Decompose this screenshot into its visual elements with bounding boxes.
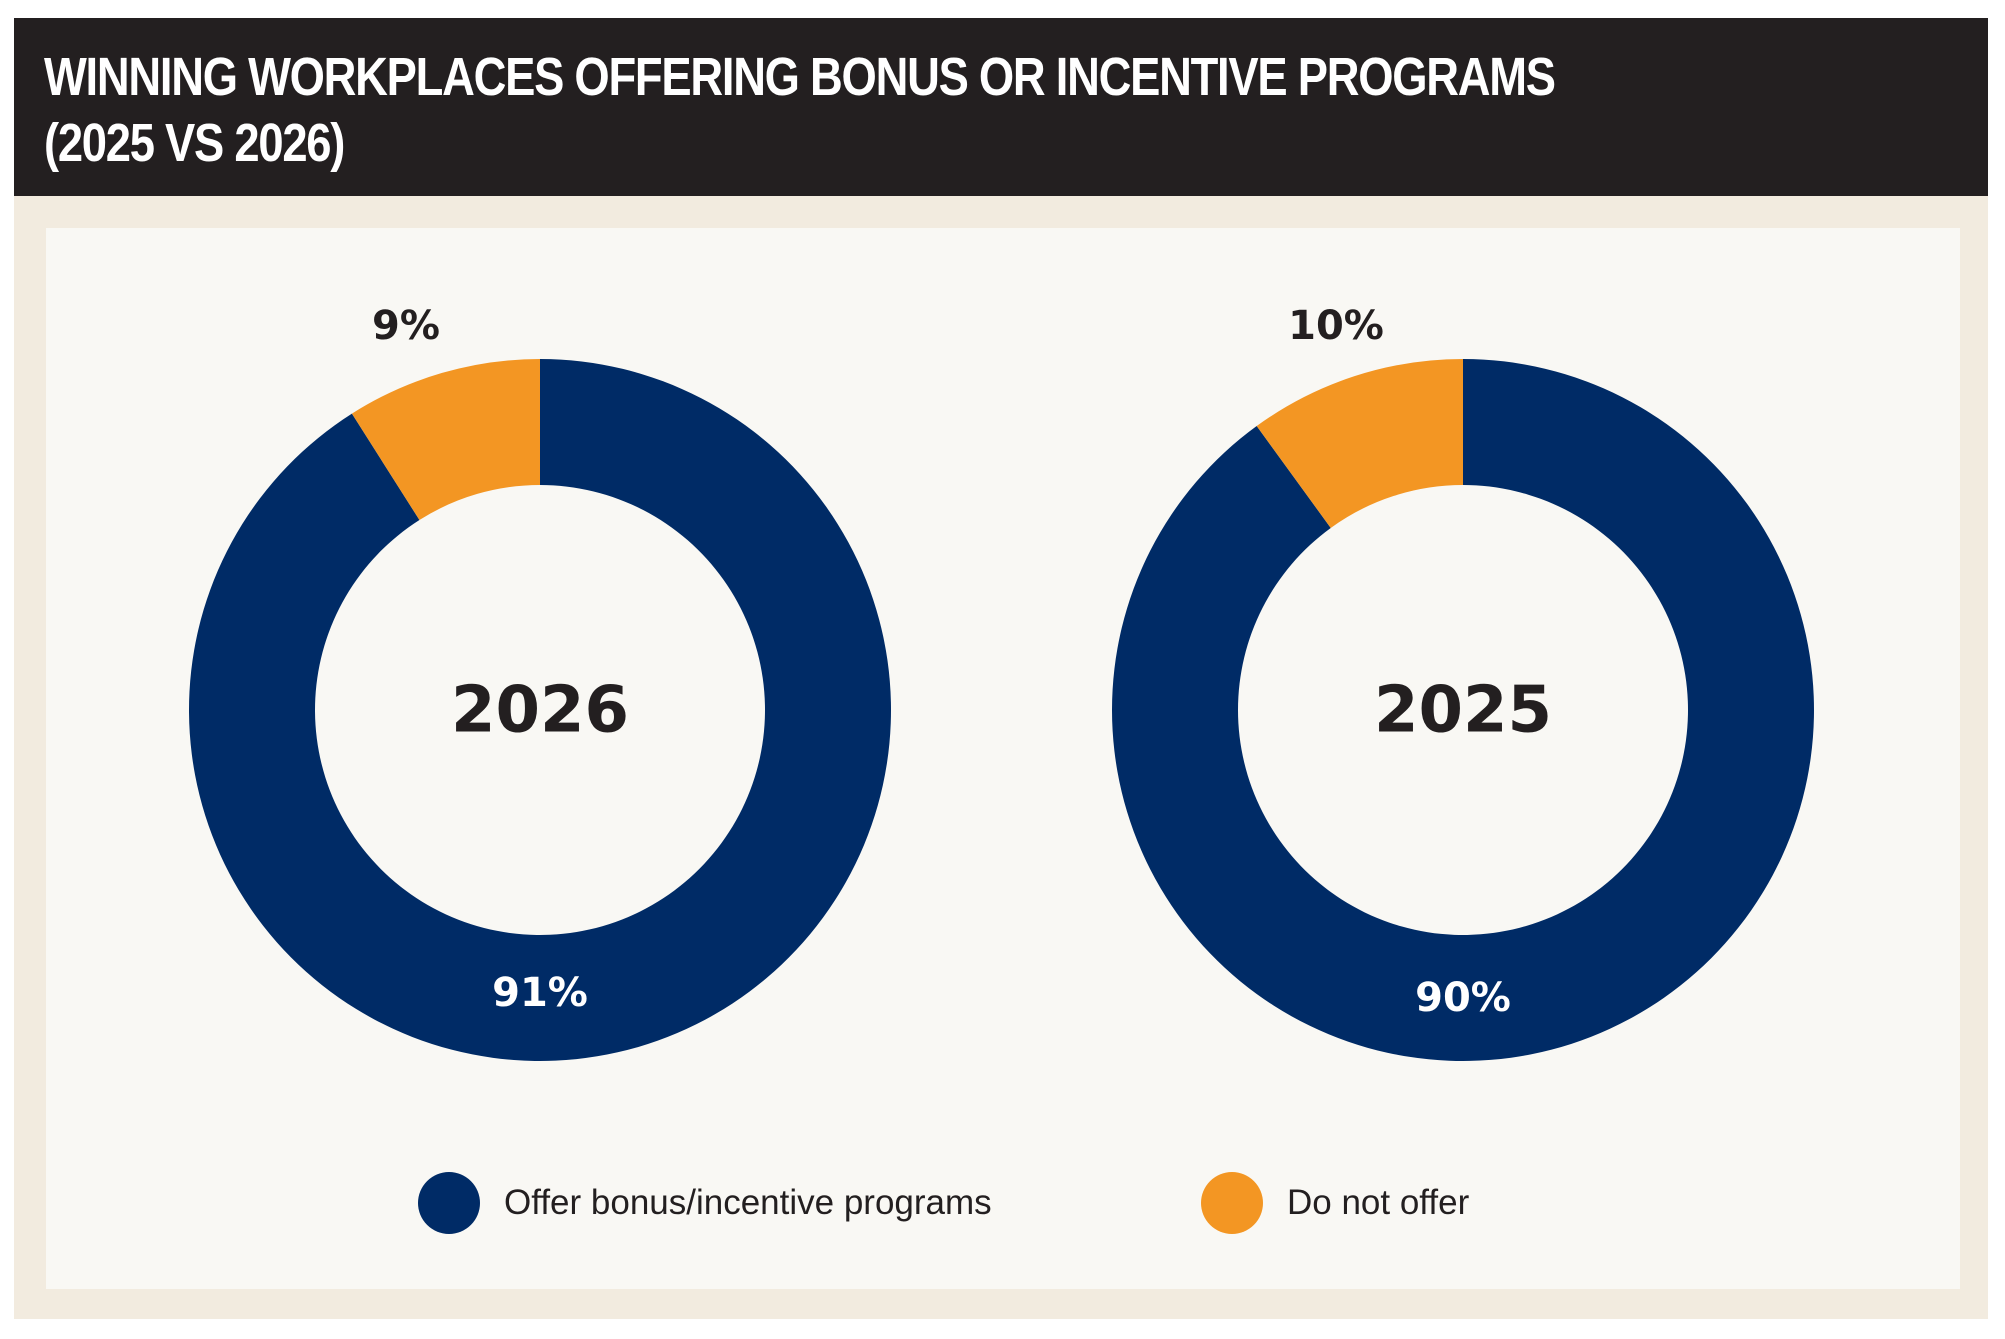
data-label-do-not-offer: 10% bbox=[1288, 303, 1384, 349]
data-label-offer: 91% bbox=[492, 970, 588, 1016]
legend-label-do-not-offer: Do not offer bbox=[1287, 1183, 1470, 1222]
legend-swatch-offer bbox=[418, 1172, 480, 1234]
legend-item-do-not-offer: Do not offer bbox=[1201, 1170, 1469, 1236]
donut-chart-2026: 2026 91% 9% bbox=[188, 303, 891, 1061]
center-label: 2026 bbox=[451, 674, 629, 748]
chart-title-line-2: (2025 VS 2026) bbox=[44, 113, 345, 173]
title-bar: WINNING WORKPLACES OFFERING BONUS OR INC… bbox=[14, 18, 1988, 196]
donut-chart-2025: 2025 90% 10% bbox=[1111, 303, 1814, 1061]
legend-item-offer: Offer bonus/incentive programs bbox=[418, 1170, 992, 1236]
slice-offer bbox=[188, 359, 891, 1061]
chart-panel bbox=[46, 228, 1960, 1289]
center-label: 2025 bbox=[1374, 674, 1552, 748]
legend-swatch-do-not-offer bbox=[1201, 1172, 1263, 1234]
slice-offer bbox=[1111, 359, 1814, 1061]
chart-title-line-1: WINNING WORKPLACES OFFERING BONUS OR INC… bbox=[44, 47, 1556, 107]
slice-do-not-offer bbox=[1256, 359, 1463, 528]
slice-do-not-offer bbox=[351, 359, 540, 521]
data-label-do-not-offer: 9% bbox=[372, 303, 440, 349]
data-label-offer: 90% bbox=[1415, 975, 1511, 1021]
legend-label-offer: Offer bonus/incentive programs bbox=[504, 1183, 992, 1222]
